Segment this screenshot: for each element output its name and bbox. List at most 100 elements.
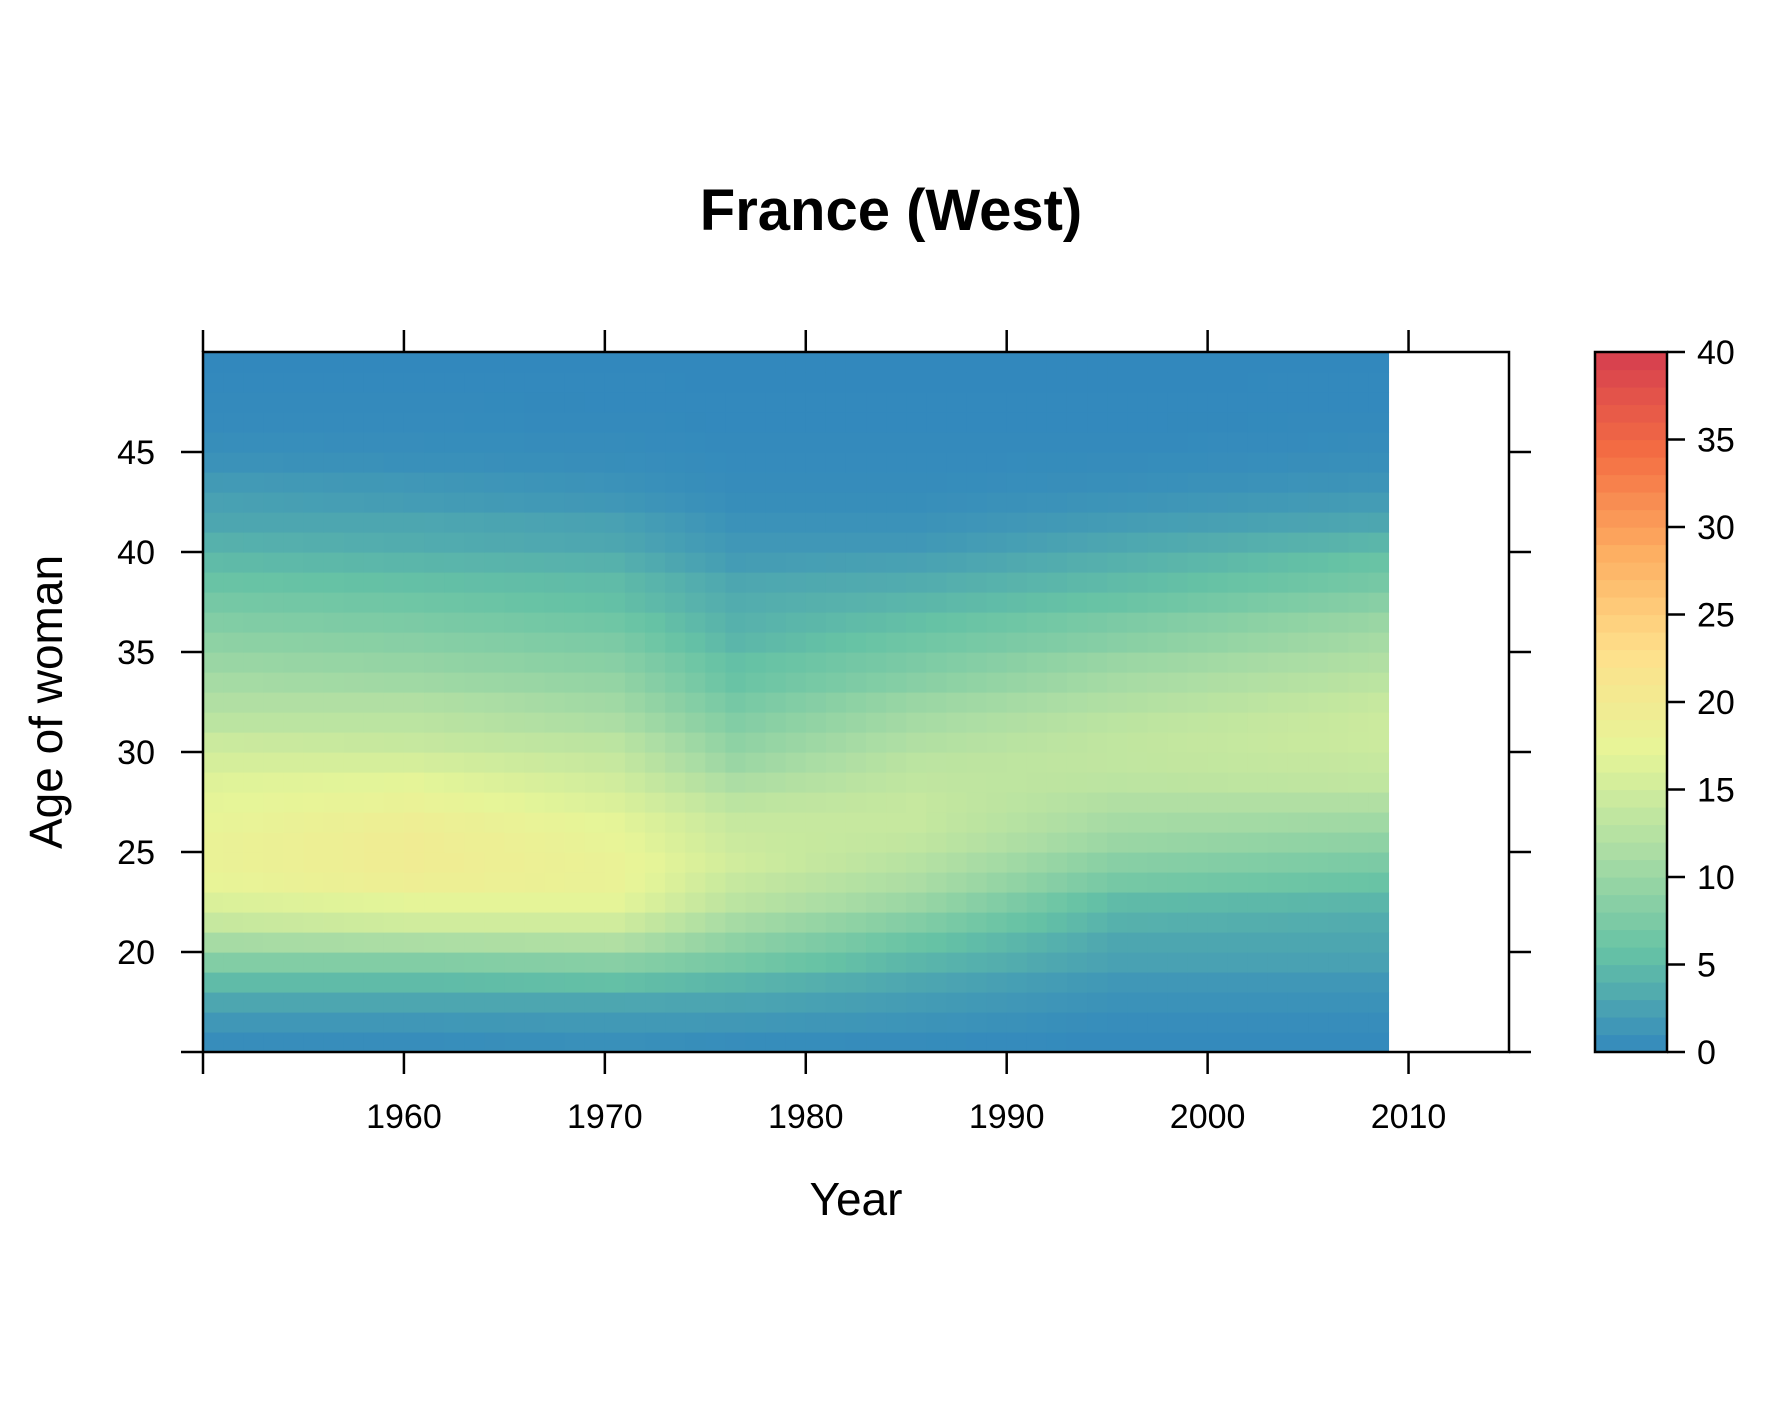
- heatmap-cell: [825, 512, 847, 533]
- heatmap-cell: [765, 592, 787, 613]
- heatmap-cell: [584, 452, 606, 473]
- heatmap-cell: [383, 552, 405, 573]
- heatmap-cell: [544, 452, 566, 473]
- heatmap-cell: [745, 712, 767, 733]
- heatmap-cell: [243, 832, 264, 853]
- heatmap-cell: [685, 572, 706, 593]
- heatmap-cell: [685, 532, 706, 553]
- heatmap-cell: [1006, 892, 1028, 913]
- heatmap-cell: [1187, 792, 1209, 813]
- colorbar-swatch: [1595, 579, 1667, 598]
- heatmap-cell: [886, 792, 907, 813]
- heatmap-cell: [484, 432, 505, 453]
- heatmap-cell: [484, 372, 505, 393]
- heatmap-cell: [484, 812, 505, 833]
- heatmap-cell: [1026, 552, 1048, 573]
- heatmap-cell: [223, 952, 244, 973]
- heatmap-cell: [1308, 512, 1329, 533]
- heatmap-cell: [1368, 932, 1390, 953]
- colorbar-swatch: [1595, 404, 1667, 423]
- heatmap-cell: [1006, 492, 1028, 513]
- heatmap-cell: [223, 832, 244, 853]
- heatmap-cell: [745, 832, 767, 853]
- heatmap-cell: [444, 832, 465, 853]
- heatmap-cell: [584, 372, 606, 393]
- heatmap-cell: [926, 412, 948, 433]
- heatmap-cell: [745, 632, 767, 653]
- heatmap-cell: [624, 852, 646, 873]
- heatmap-cell: [524, 592, 546, 613]
- heatmap-cell: [645, 932, 666, 953]
- heatmap-cell: [1127, 452, 1148, 473]
- heatmap-cell: [1046, 572, 1068, 593]
- heatmap-cell: [926, 432, 948, 453]
- heatmap-cell: [444, 512, 465, 533]
- heatmap-cell: [906, 612, 927, 633]
- heatmap-cell: [1308, 372, 1329, 393]
- heatmap-cell: [283, 732, 305, 753]
- heatmap-cell: [1107, 532, 1128, 553]
- heatmap-cell: [604, 652, 626, 673]
- colorbar-tick-label: 10: [1697, 859, 1735, 897]
- heatmap-cell: [725, 832, 747, 853]
- heatmap-cell: [383, 452, 405, 473]
- heatmap-cell: [1046, 992, 1068, 1013]
- heatmap-cell: [1308, 432, 1329, 453]
- heatmap-cell: [323, 452, 345, 473]
- heatmap-cell: [926, 472, 948, 493]
- heatmap-cell: [805, 632, 827, 653]
- heatmap-cell: [363, 932, 385, 953]
- heatmap-cell: [725, 372, 747, 393]
- heatmap-cell: [1087, 632, 1108, 653]
- heatmap-cell: [725, 472, 747, 493]
- heatmap-cell: [363, 892, 385, 913]
- heatmap-cell: [765, 652, 787, 673]
- heatmap-cell: [283, 872, 305, 893]
- heatmap-cell: [1127, 892, 1148, 913]
- heatmap-cell: [403, 572, 425, 593]
- heatmap-cell: [1267, 392, 1289, 413]
- heatmap-cell: [845, 652, 867, 673]
- y-tick-label: 20: [117, 934, 155, 972]
- heatmap-cell: [946, 452, 968, 473]
- heatmap-cell: [1227, 1032, 1249, 1052]
- heatmap-cell: [323, 572, 345, 593]
- heatmap-cell: [524, 772, 546, 793]
- heatmap-cell: [544, 812, 566, 833]
- heatmap-cell: [604, 772, 626, 793]
- heatmap-cell: [604, 1032, 626, 1052]
- heatmap-cell: [223, 772, 244, 793]
- heatmap-cell: [765, 552, 787, 573]
- heatmap-cell: [986, 892, 1008, 913]
- heatmap-cell: [203, 452, 224, 473]
- heatmap-cell: [705, 692, 726, 713]
- heatmap-cell: [424, 1032, 445, 1052]
- heatmap-cell: [886, 852, 907, 873]
- heatmap-cell: [1287, 972, 1309, 993]
- heatmap-cell: [825, 472, 847, 493]
- heatmap-cell: [283, 752, 305, 773]
- heatmap-cell: [886, 812, 907, 833]
- heatmap-cell: [223, 632, 244, 653]
- heatmap-cell: [243, 872, 264, 893]
- heatmap-cell: [1348, 812, 1369, 833]
- heatmap-cell: [584, 692, 606, 713]
- heatmap-cell: [1287, 632, 1309, 653]
- heatmap-cell: [1187, 412, 1209, 433]
- heatmap-cell: [363, 712, 385, 733]
- heatmap-cell: [946, 612, 968, 633]
- heatmap-cell: [1348, 652, 1369, 673]
- heatmap-cell: [1127, 832, 1148, 853]
- heatmap-cell: [424, 772, 445, 793]
- heatmap-cell: [1308, 912, 1329, 933]
- heatmap-cell: [203, 432, 224, 453]
- heatmap-cell: [1348, 872, 1369, 893]
- heatmap-cell: [604, 752, 626, 773]
- heatmap-cell: [1006, 952, 1028, 973]
- heatmap-cell: [263, 392, 284, 413]
- heatmap-cell: [484, 932, 505, 953]
- heatmap-cell: [886, 712, 907, 733]
- heatmap-cell: [1026, 512, 1048, 533]
- heatmap-cell: [1087, 452, 1108, 473]
